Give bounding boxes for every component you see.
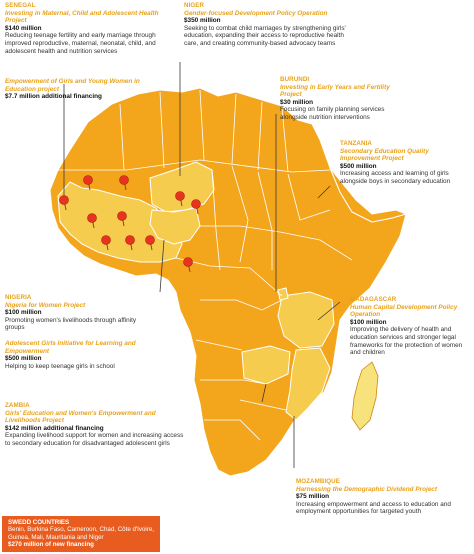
madagascar-description: Improving the delivery of health and edu… [350, 326, 463, 357]
pin-icon [59, 195, 69, 211]
zambia-project: Girls' Education and Women's Empowerment… [5, 409, 156, 425]
pin-icon [119, 175, 129, 191]
swedd-title: SWEDD COUNTRIES [8, 519, 70, 526]
mozambique-country: MOZAMBIQUE [296, 478, 340, 485]
niger-project: Gender-focused Development Policy Operat… [184, 9, 328, 17]
zambia-amount: $142 million additional financing [5, 424, 104, 432]
burundi-region [277, 287, 289, 301]
horn-of-africa [329, 167, 408, 223]
niger-amount: $350 million [184, 17, 221, 25]
madagascar [351, 361, 379, 431]
nigeria-region [149, 207, 201, 245]
niger-country: NIGER [184, 2, 205, 9]
pin-icon [117, 211, 127, 227]
nigeria-country: NIGERIA [5, 294, 32, 301]
nigeria-description: Promoting women's livelihoods through af… [5, 316, 137, 332]
senegal-country: SENEGAL [5, 2, 36, 9]
country-borders [58, 89, 353, 441]
adolescent-amount: $500 million [5, 355, 42, 363]
senegal-project: Investing in Maternal, Child and Adolesc… [5, 9, 159, 25]
nigeria-callout: NIGERIA Nigeria for Women Project $100 m… [5, 294, 155, 332]
senegal-description: Reducing teenage fertility and early mar… [5, 32, 156, 55]
pin-icon [191, 199, 201, 215]
senegal-callout: SENEGAL Investing in Maternal, Child and… [5, 2, 165, 55]
mozambique-description: Increasing empowerment and access to edu… [296, 500, 451, 516]
empowerment-amount: $7.7 million additional financing [5, 93, 102, 101]
empowerment-callout: Empowerment of Girls and Young Women in … [5, 78, 163, 101]
swedd-amount: $270 million of new financing [8, 541, 94, 549]
zambia-description: Expanding livelihood support for women a… [5, 432, 184, 447]
tanzania-region [277, 291, 335, 349]
zambia-region [241, 345, 291, 385]
madagascar-project: Human Capital Development Policy Operati… [350, 303, 458, 319]
adolescent-project: Adolescent Girls Initiative for Learning… [5, 340, 136, 355]
mozambique-project: Harnessing the Demographic Dividend Proj… [296, 485, 437, 493]
swedd-countries-box: SWEDD COUNTRIES Benin, Burkina Faso, Cam… [2, 516, 160, 552]
pin-icon [175, 191, 185, 207]
adolescent-description: Helping to keep teenage girls in school [5, 362, 115, 370]
burundi-country: BURUNDI [280, 76, 310, 83]
empowerment-project: Empowerment of Girls and Young Women in … [5, 78, 140, 93]
adolescent-callout: Adolescent Girls Initiative for Learning… [5, 340, 155, 370]
pin-icon [125, 235, 135, 251]
senegal-amount: $140 million [5, 24, 42, 32]
pin-icon [183, 257, 193, 273]
tanzania-description: Increasing access and learning of girls … [340, 170, 451, 185]
mozambique-callout: MOZAMBIQUE Harnessing the Demographic Di… [296, 478, 472, 516]
burundi-description: Focusing on family planning services alo… [280, 106, 385, 121]
nigeria-amount: $100 million [5, 309, 42, 317]
zambia-country: ZAMBIA [5, 402, 30, 409]
nigeria-project: Nigeria for Women Project [5, 301, 86, 309]
madagascar-callout: MADAGASCAR Human Capital Development Pol… [350, 296, 470, 357]
pin-icon [145, 235, 155, 251]
burundi-amount: $30 million [280, 98, 314, 106]
pin-icon [87, 213, 97, 229]
tanzania-callout: TANZANIA Secondary Education Quality Imp… [340, 140, 468, 186]
madagascar-amount: $100 million [350, 318, 387, 326]
burundi-callout: BURUNDI Investing in Early Years and Fer… [280, 76, 410, 122]
zambia-callout: ZAMBIA Girls' Education and Women's Empo… [5, 402, 185, 448]
pin-icon [101, 235, 111, 251]
burundi-project: Investing in Early Years and Fertility P… [280, 83, 390, 99]
map-pins [59, 175, 201, 273]
tanzania-amount: $500 million [340, 162, 377, 170]
niger-region [149, 161, 215, 213]
mozambique-region [285, 347, 331, 421]
pin-icon [83, 175, 93, 191]
mozambique-amount: $75 million [296, 493, 330, 501]
madagascar-country: MADAGASCAR [350, 296, 397, 303]
niger-callout: NIGER Gender-focused Development Policy … [184, 2, 354, 48]
swedd-country-list: Benin, Burkina Faso, Cameroon, Chad, Côt… [8, 526, 154, 541]
tanzania-project: Secondary Education Quality Improvement … [340, 147, 429, 163]
niger-description: Seeking to combat child marriages by str… [184, 24, 346, 47]
tanzania-country: TANZANIA [340, 140, 372, 147]
leader-lines [63, 62, 341, 468]
